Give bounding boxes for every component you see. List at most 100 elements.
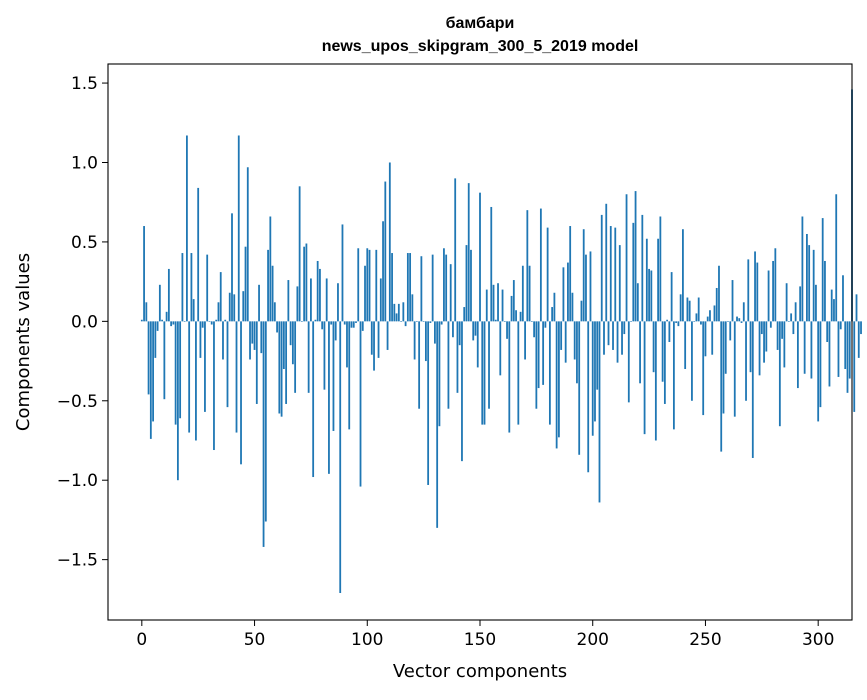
bar xyxy=(612,321,614,350)
bar xyxy=(176,321,179,481)
bar xyxy=(382,221,384,322)
bar xyxy=(670,272,673,322)
bar xyxy=(429,321,432,323)
bar xyxy=(508,321,511,433)
bar xyxy=(418,321,421,409)
bar xyxy=(375,249,378,322)
bar xyxy=(357,248,360,322)
bar xyxy=(727,321,729,322)
bar xyxy=(704,321,707,357)
x-tick-label: 150 xyxy=(464,630,496,650)
bar xyxy=(280,321,283,417)
bar xyxy=(591,321,594,436)
bar xyxy=(282,321,285,370)
bar xyxy=(147,321,150,395)
bar xyxy=(603,321,605,355)
bar xyxy=(659,216,662,322)
y-tick-label: 0.0 xyxy=(71,312,98,332)
bar xyxy=(558,321,560,438)
bar xyxy=(501,289,504,322)
bar xyxy=(364,265,366,322)
bar xyxy=(260,321,263,354)
bar xyxy=(321,321,324,330)
bar xyxy=(237,135,240,322)
bar xyxy=(842,275,844,322)
bar xyxy=(443,248,445,322)
bar xyxy=(666,319,669,322)
bar xyxy=(740,321,743,323)
bar xyxy=(614,227,617,322)
bar xyxy=(370,321,373,355)
bar xyxy=(605,203,608,322)
bar xyxy=(269,216,272,322)
bar xyxy=(693,321,696,322)
bar xyxy=(792,321,795,335)
bar xyxy=(192,299,195,322)
bar xyxy=(154,321,157,358)
bar xyxy=(639,321,641,384)
bar xyxy=(199,321,202,358)
bar xyxy=(312,321,315,478)
bar xyxy=(253,321,256,350)
bar xyxy=(621,321,623,355)
bar xyxy=(857,321,860,358)
bar xyxy=(860,321,862,335)
bar xyxy=(361,321,364,331)
bar xyxy=(224,319,227,322)
bar xyxy=(503,321,506,322)
bar xyxy=(576,321,578,384)
bar xyxy=(828,321,831,387)
bar xyxy=(589,251,592,322)
bar xyxy=(258,284,260,322)
bar xyxy=(240,321,242,465)
bar xyxy=(751,321,754,458)
bar xyxy=(630,321,632,322)
bar xyxy=(296,286,299,322)
bar xyxy=(555,321,558,449)
bar xyxy=(713,305,716,322)
bar xyxy=(149,321,152,439)
bar xyxy=(300,321,303,322)
bar xyxy=(700,321,702,325)
bar xyxy=(219,272,222,322)
bar xyxy=(763,321,765,363)
bar xyxy=(684,321,687,370)
bar xyxy=(506,321,508,339)
bar xyxy=(431,254,434,322)
bar xyxy=(812,249,815,322)
bar xyxy=(210,321,213,325)
bar xyxy=(303,246,306,322)
bar xyxy=(799,286,802,322)
bar xyxy=(337,283,339,322)
bar xyxy=(826,321,829,342)
bar xyxy=(244,246,247,322)
bar xyxy=(334,321,337,341)
bar xyxy=(271,265,274,322)
chart-subtitle: news_upos_skipgram_300_5_2019 model xyxy=(322,38,639,55)
bar xyxy=(747,259,750,322)
bars-group xyxy=(140,89,862,593)
bar xyxy=(499,321,502,376)
bar xyxy=(287,280,290,322)
bar xyxy=(663,321,666,404)
bar xyxy=(661,321,664,382)
bar xyxy=(485,289,488,322)
bar xyxy=(494,319,497,322)
x-tick-label: 0 xyxy=(136,630,147,650)
bar xyxy=(222,321,224,360)
bar xyxy=(600,214,603,322)
bar xyxy=(733,321,736,417)
bar xyxy=(833,299,835,322)
bar xyxy=(406,253,409,322)
bar xyxy=(470,249,472,322)
y-tick-label: −1.5 xyxy=(57,551,98,571)
bar xyxy=(801,216,804,322)
bar xyxy=(835,194,838,322)
bar xyxy=(413,321,416,360)
bar xyxy=(181,253,184,322)
bar xyxy=(445,254,448,322)
bar xyxy=(447,321,450,409)
bar xyxy=(808,245,811,322)
